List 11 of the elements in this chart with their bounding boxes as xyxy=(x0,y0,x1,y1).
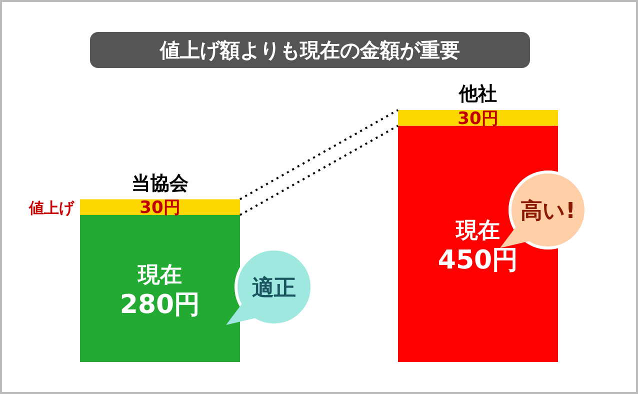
data-label: 30円 xyxy=(140,198,180,218)
chart-title: 値上げ額よりも現在の金額が重要 xyxy=(159,38,460,62)
data-label: 現在 280円 xyxy=(120,263,200,320)
data-label: 現在 450円 xyxy=(438,218,518,276)
data-label: 30円 xyxy=(458,108,498,129)
annotation: 適正 xyxy=(252,275,296,301)
x-tick-label: 他社 xyxy=(458,83,497,105)
series-label: 値上げ xyxy=(28,199,75,218)
bar xyxy=(80,215,240,362)
x-tick-label: 当協会 xyxy=(132,172,190,194)
annotation: 高い! xyxy=(520,198,576,224)
